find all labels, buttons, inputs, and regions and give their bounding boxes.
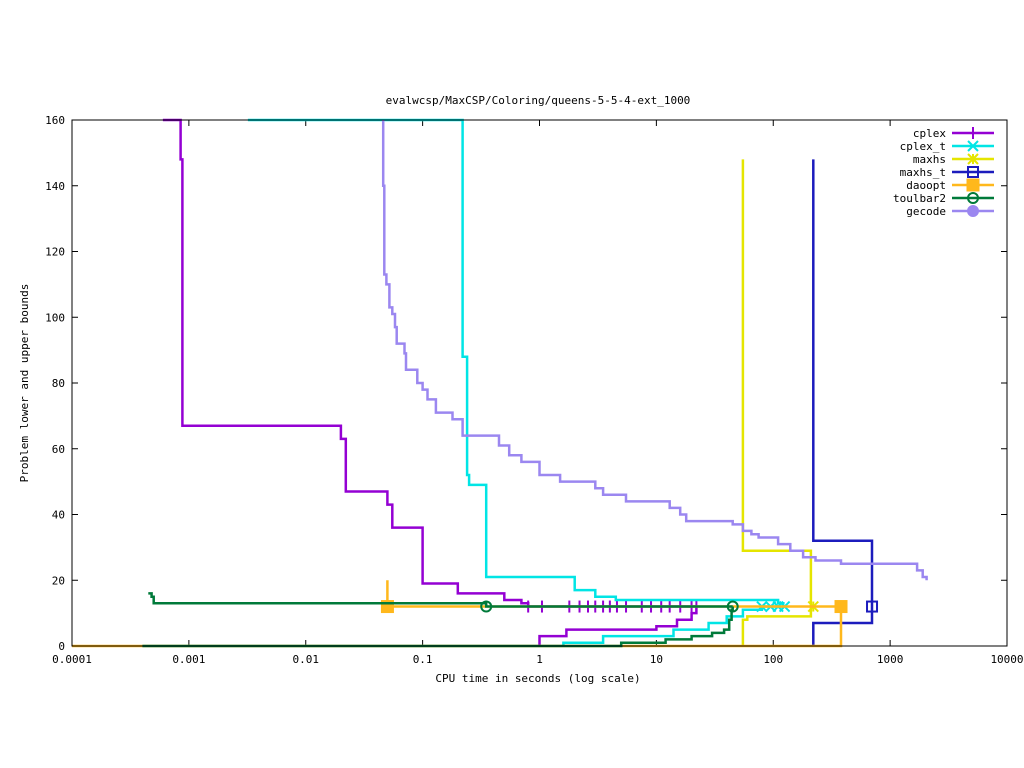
- y-tick-label: 20: [52, 574, 65, 587]
- series-maxhs_t-point-shape: [866, 600, 879, 613]
- plot-frame: [71, 119, 1008, 647]
- legend-marker-toulbar2-shape: [967, 192, 979, 204]
- series-toulbar2-upper-line: [148, 592, 733, 608]
- y-tick-label: 160: [45, 114, 65, 127]
- legend-label-cplex: cplex: [913, 127, 946, 140]
- legend-label-maxhs_t: maxhs_t: [900, 166, 946, 179]
- series-toulbar2-point: [726, 600, 739, 613]
- series-daoopt-point: [834, 600, 848, 614]
- legend-label-toulbar2: toulbar2: [893, 192, 946, 205]
- legend: cplexcplex_tmaxhsmaxhs_tdaoopttoulbar2ge…: [893, 127, 994, 218]
- series-maxhs_t-lower-line: [812, 606, 874, 646]
- series-toulbar2-point: [480, 600, 493, 613]
- series-toulbar2-point-shape: [480, 600, 493, 613]
- y-tick-label: 0: [58, 640, 65, 653]
- x-tick-label: 0.01: [293, 653, 320, 666]
- legend-label-cplex_t: cplex_t: [900, 140, 946, 153]
- series-toulbar2-point-shape: [726, 600, 739, 613]
- x-tick-label: 0.1: [413, 653, 433, 666]
- x-tick-label: 10: [650, 653, 663, 666]
- legend-marker-daoopt: [966, 178, 980, 192]
- series-cplex-lower-line: [538, 606, 698, 646]
- series-gecode-upper-line: [381, 120, 928, 581]
- y-axis-label: Problem lower and upper bounds: [18, 284, 31, 483]
- legend-marker-cplex_t: [967, 140, 979, 152]
- x-tick-label: 0.001: [172, 653, 205, 666]
- series-cplex_t-upper-line: [247, 118, 785, 605]
- series-maxhs_t-point: [866, 600, 879, 613]
- x-axis-label: CPU time in seconds (log scale): [435, 672, 640, 685]
- legend-marker-toulbar2: [967, 192, 979, 204]
- x-tick-label: 100: [763, 653, 783, 666]
- series-maxhs_t: [812, 159, 879, 646]
- y-tick-label: 100: [45, 311, 65, 324]
- legend-marker-gecode: [967, 205, 979, 217]
- series-toulbar2-lower-line: [142, 606, 734, 648]
- series-maxhs_t-upper-line: [812, 159, 874, 607]
- legend-marker-maxhs-stroke: [967, 153, 979, 165]
- legend-label-gecode: gecode: [906, 205, 946, 218]
- y-tick-label: 40: [52, 509, 65, 522]
- x-tick-label: 1000: [877, 653, 904, 666]
- legend-label-daoopt: daoopt: [906, 179, 946, 192]
- y-tick-label: 120: [45, 246, 65, 259]
- series-gecode: [381, 120, 928, 581]
- x-tick-label: 0.0001: [52, 653, 92, 666]
- series-cplex_t-lower-line: [562, 605, 785, 646]
- chart-title: evalwcsp/MaxCSP/Coloring/queens-5-5-4-ex…: [386, 94, 691, 107]
- x-tick-label: 1: [536, 653, 543, 666]
- legend-marker-maxhs: [967, 153, 979, 165]
- series-daoopt-point-shape: [834, 600, 848, 614]
- y-tick-label: 140: [45, 180, 65, 193]
- legend-marker-cplex_t-stroke: [967, 140, 979, 152]
- legend-marker-maxhs_t-shape: [967, 166, 979, 178]
- y-tick-label: 80: [52, 377, 65, 390]
- series-cplex-upper-line: [162, 118, 697, 608]
- axis-ticks: 0.0001 0.001 0.01 0.1 1 10 100 1000 10000 0 20 40 60…: [45, 114, 1023, 666]
- legend-label-maxhs: maxhs: [913, 153, 946, 166]
- y-tick-label: 60: [52, 443, 65, 456]
- legend-marker-daoopt-shape: [966, 178, 980, 192]
- series-toulbar2: [142, 592, 739, 648]
- legend-marker-gecode-shape: [967, 205, 979, 217]
- legend-marker-maxhs_t: [967, 166, 979, 178]
- x-tick-label: 10000: [990, 653, 1023, 666]
